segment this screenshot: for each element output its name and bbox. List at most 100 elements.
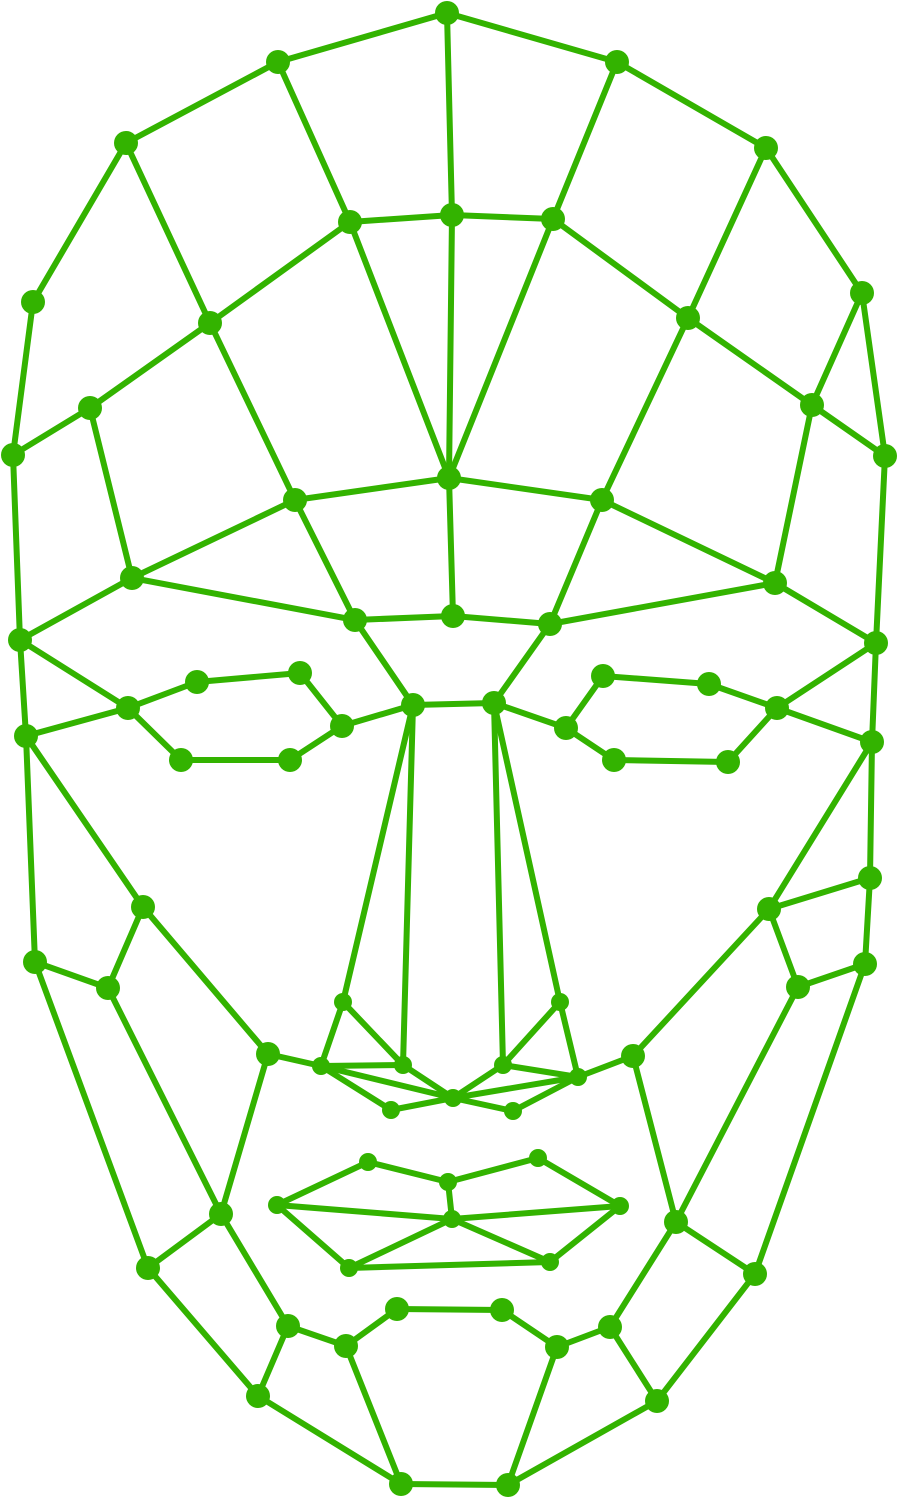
mesh-edge-nm2-nt2 xyxy=(318,1063,456,1101)
mesh-edge-mcl-ml1 xyxy=(274,1159,371,1208)
mesh-node-el4 xyxy=(330,714,354,738)
mesh-edge-fr-nb xyxy=(446,216,556,481)
mesh-node-lc2 xyxy=(96,976,120,1000)
mesh-edge-rj1-er4 xyxy=(774,705,875,745)
mesh-edge-lc-lc2 xyxy=(105,904,146,991)
mesh-edge-ul1-fl xyxy=(275,59,353,225)
mesh-edge-mc-mbr xyxy=(449,1216,553,1265)
mesh-edge-ur2-mr xyxy=(685,145,769,321)
mesh-edge-el6-el1 xyxy=(125,705,184,763)
mesh-node-cr xyxy=(864,631,888,655)
mesh-edge-nt2-nm5 xyxy=(450,1074,581,1101)
mesh-edge-nt2-nt3 xyxy=(450,1095,516,1114)
mesh-edge-fc-nb xyxy=(446,212,455,481)
mesh-edge-bwr-nr xyxy=(491,621,553,706)
mesh-edge-l4-cl xyxy=(17,575,135,643)
mesh-edge-mcl-mbl xyxy=(274,1202,352,1271)
mesh-edge-cr-rj1 xyxy=(869,640,879,745)
mesh-edge-nr-nm4 xyxy=(491,700,506,1068)
mesh-edge-nsl-nm2 xyxy=(318,999,346,1069)
mesh-edge-top-fc xyxy=(444,10,455,218)
mesh-node-chl xyxy=(389,1472,413,1496)
mesh-edge-nm2-nt1 xyxy=(318,1063,394,1113)
mesh-edge-le-cl xyxy=(10,452,23,643)
mesh-edge-bwr-r4 xyxy=(547,580,778,627)
mesh-edge-cb5-chl xyxy=(343,1343,404,1487)
mesh-node-el2 xyxy=(185,670,209,694)
mesh-node-ul1 xyxy=(266,50,290,74)
mesh-node-nm3 xyxy=(394,1056,412,1074)
mesh-node-er4 xyxy=(765,696,789,720)
mesh-node-chr xyxy=(496,1473,520,1497)
mesh-edge-ul1-ul2 xyxy=(123,59,281,146)
mesh-edge-bwc-bwr xyxy=(450,613,553,627)
mesh-node-rj1 xyxy=(860,730,884,754)
mesh-edge-nt1-nt2 xyxy=(388,1095,456,1113)
mesh-node-jl xyxy=(209,1202,233,1226)
mesh-edge-tr-r3 xyxy=(809,290,865,408)
mesh-node-nsl xyxy=(334,993,352,1011)
mesh-edge-bl-l4 xyxy=(129,497,298,581)
mesh-edge-nb-bwc xyxy=(446,475,456,619)
mesh-edge-nl-nsl xyxy=(340,702,416,1005)
mesh-edge-lj2-jl2 xyxy=(32,959,151,1271)
mesh-node-nsr xyxy=(551,993,569,1011)
mesh-edge-lj2-lc2 xyxy=(32,959,111,991)
mesh-edge-top-ur1 xyxy=(444,10,620,65)
mesh-node-mbl xyxy=(340,1259,358,1277)
mesh-node-el6 xyxy=(169,748,193,772)
mesh-edge-ur2-tr xyxy=(763,145,865,296)
mesh-edge-chl-chr xyxy=(398,1481,511,1488)
mesh-edge-mr-br xyxy=(599,315,691,503)
mesh-edge-nm3-nt2 xyxy=(400,1062,456,1101)
mesh-edge-rj1-rj2 xyxy=(867,739,875,881)
mesh-edge-mbr-mcr xyxy=(547,1203,623,1265)
mesh-node-ml2 xyxy=(439,1173,457,1191)
mesh-node-ur1 xyxy=(605,50,629,74)
mesh-edge-jr-cb4 xyxy=(607,1219,679,1330)
mesh-edge-l3-l4 xyxy=(87,405,135,581)
mesh-edge-cb6-chr xyxy=(505,1344,560,1488)
mesh-node-cb6 xyxy=(545,1335,569,1359)
mesh-node-br xyxy=(590,488,614,512)
mesh-edge-nb-br xyxy=(446,475,605,503)
mesh-edge-rc2-jr xyxy=(673,984,801,1225)
mesh-edge-l3-le xyxy=(10,405,93,458)
mesh-edge-er5-er4 xyxy=(725,705,780,765)
mesh-node-cb2 xyxy=(385,1297,409,1321)
mesh-node-er6 xyxy=(602,748,626,772)
mesh-node-el1 xyxy=(116,696,140,720)
mesh-edge-nr-nsr xyxy=(491,700,563,1005)
mesh-node-bwr xyxy=(538,612,562,636)
mesh-edge-jl3-chl xyxy=(255,1393,404,1487)
mesh-edge-fl-fc xyxy=(347,212,455,225)
mesh-edge-jl2-jl3 xyxy=(145,1265,261,1399)
mesh-edges xyxy=(10,10,888,1488)
mesh-edge-re-cr xyxy=(873,453,888,646)
mesh-node-fr xyxy=(541,207,565,231)
mesh-edge-fl-nb xyxy=(347,219,452,481)
mesh-edge-tr-re xyxy=(859,290,888,459)
mesh-edge-jr2-jr3 xyxy=(654,1271,758,1404)
mesh-edge-nsr-nm4 xyxy=(500,999,563,1068)
mesh-node-bwl xyxy=(343,608,367,632)
mesh-edge-rc-rc2 xyxy=(766,906,801,990)
mesh-edge-fr-mr xyxy=(550,216,691,321)
mesh-edge-nm6-jr xyxy=(630,1053,679,1225)
mesh-edge-ul2-ml xyxy=(123,140,213,326)
mesh-edge-rj1-rc xyxy=(766,739,875,912)
mesh-node-mbr xyxy=(541,1253,559,1271)
mesh-node-rc2 xyxy=(786,975,810,999)
mesh-node-lj2 xyxy=(23,950,47,974)
mesh-edge-rc-rj2 xyxy=(766,875,873,912)
mesh-node-jr3 xyxy=(645,1389,669,1413)
mesh-edge-er3-er2 xyxy=(600,673,712,687)
mesh-node-jr2 xyxy=(743,1262,767,1286)
mesh-node-er5 xyxy=(716,750,740,774)
mesh-edge-mr-r3 xyxy=(685,315,815,408)
mesh-node-re xyxy=(873,444,897,468)
mesh-node-lc xyxy=(131,895,155,919)
mesh-edge-el4-nl xyxy=(339,702,416,729)
mesh-edge-cb4-jr3 xyxy=(607,1324,660,1404)
mesh-edge-ml-bl xyxy=(207,320,298,503)
